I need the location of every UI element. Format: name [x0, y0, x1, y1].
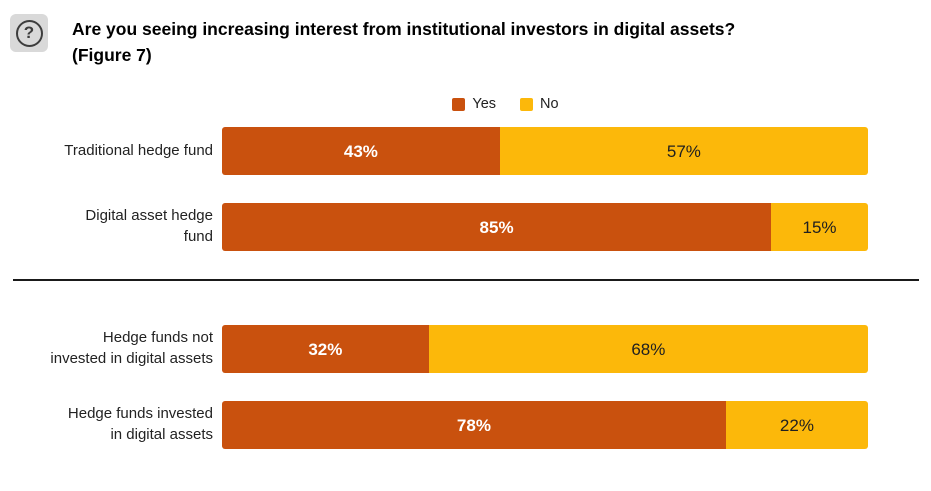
- chart-row: Traditional hedge fund 43% 57%: [0, 127, 931, 175]
- question-mark-icon: ?: [10, 14, 48, 52]
- legend-label: Yes: [472, 96, 497, 112]
- legend-item-yes: Yes: [452, 96, 496, 112]
- row-label: Hedge funds not invested in digital asse…: [50, 329, 213, 367]
- bar-segment-no: 15%: [771, 203, 868, 251]
- section-divider: [13, 279, 919, 281]
- question-mark-glyph: ?: [15, 19, 43, 47]
- bar-segment-yes: 43%: [222, 127, 500, 175]
- bar-value-no: 22%: [779, 415, 814, 435]
- bar-track: 85% 15%: [222, 203, 868, 251]
- stacked-bar-chart: Traditional hedge fund 43% 57% Digital a…: [0, 127, 931, 449]
- bar-value-yes: 78%: [456, 415, 491, 435]
- bar-segment-no: 22%: [725, 401, 868, 449]
- legend-label: No: [540, 96, 559, 112]
- bar-value-no: 57%: [666, 141, 701, 161]
- bar-segment-yes: 78%: [222, 401, 726, 449]
- bar-value-yes: 85%: [479, 217, 514, 237]
- bar-track: 32% 68%: [222, 325, 868, 373]
- figure-header: ? Are you seeing increasing interest fro…: [0, 0, 931, 68]
- row-label: Hedge funds invested in digital assets: [67, 405, 213, 443]
- legend-item-no: No: [520, 96, 559, 112]
- row-label: Digital asset hedge fund: [85, 207, 213, 245]
- chart-legend: Yes No: [0, 96, 931, 112]
- bar-segment-yes: 85%: [222, 203, 772, 251]
- legend-swatch: [452, 97, 466, 111]
- bar-value-no: 68%: [631, 339, 666, 359]
- bar-track: 43% 57%: [222, 127, 868, 175]
- bar-segment-yes: 32%: [222, 325, 429, 373]
- chart-row: Hedge funds not invested in digital asse…: [0, 325, 931, 373]
- row-label: Traditional hedge fund: [64, 141, 213, 159]
- legend-swatch: [520, 97, 534, 111]
- bar-segment-no: 68%: [428, 325, 868, 373]
- chart-row: Digital asset hedge fund 85% 15%: [0, 203, 931, 251]
- bar-segment-no: 57%: [499, 127, 868, 175]
- bar-value-no: 15%: [802, 217, 837, 237]
- bar-value-yes: 32%: [308, 339, 343, 359]
- bar-value-yes: 43%: [343, 141, 378, 161]
- figure-title: Are you seeing increasing interest from …: [72, 19, 736, 65]
- chart-row: Hedge funds invested in digital assets 7…: [0, 401, 931, 449]
- bar-track: 78% 22%: [222, 401, 868, 449]
